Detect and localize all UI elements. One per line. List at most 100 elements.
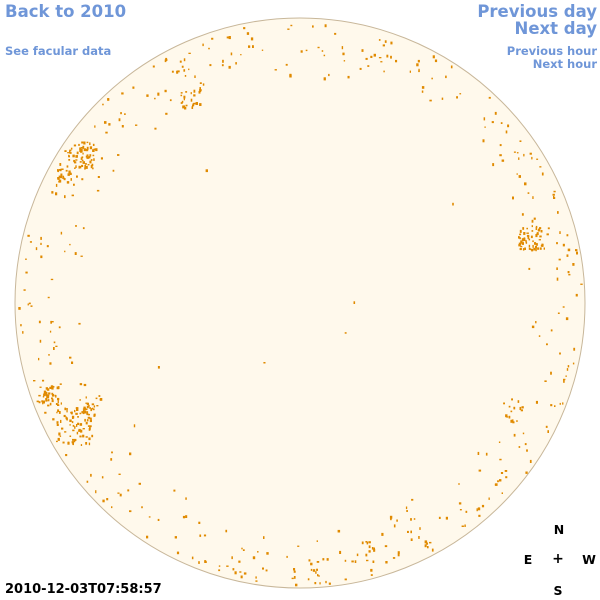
- facula-speck: [540, 230, 543, 233]
- facula-speck: [520, 245, 523, 248]
- facula-speck: [86, 156, 89, 159]
- facula-speck: [337, 529, 341, 533]
- facula-speck: [118, 473, 121, 475]
- facula-speck: [90, 408, 92, 412]
- facula-speck: [57, 386, 60, 390]
- facula-speck: [559, 231, 561, 234]
- facula-speck: [314, 582, 317, 585]
- facula-speck: [533, 247, 536, 251]
- facula-speck: [106, 498, 109, 501]
- facula-speck: [85, 396, 87, 399]
- facula-speck: [71, 421, 74, 424]
- facula-speck: [39, 339, 42, 343]
- facula-speck: [39, 386, 42, 388]
- facula-speck: [193, 89, 196, 93]
- facula-speck: [88, 404, 90, 407]
- previous-hour-link[interactable]: Previous hour: [506, 44, 597, 58]
- facula-speck: [91, 434, 94, 438]
- facula-speck: [532, 240, 534, 243]
- facula-speck: [540, 244, 543, 247]
- facula-speck: [30, 305, 33, 307]
- facula-speck: [445, 516, 448, 520]
- facula-speck: [79, 147, 82, 150]
- facula-speck: [72, 415, 74, 419]
- facula-speck: [81, 159, 84, 162]
- facula-speck: [323, 54, 326, 57]
- facula-speck: [525, 471, 528, 474]
- facula-speck: [526, 232, 529, 234]
- facula-speck: [365, 553, 368, 557]
- back-to-year-link[interactable]: Back to 2010: [5, 2, 127, 21]
- facula-speck: [274, 69, 277, 71]
- facula-speck: [51, 394, 55, 397]
- facula-speck: [68, 154, 70, 158]
- facula-speck: [393, 524, 396, 528]
- facula-speck: [188, 52, 191, 54]
- facula-speck: [519, 233, 522, 236]
- facula-speck: [56, 440, 58, 443]
- next-hour-link[interactable]: Next hour: [532, 57, 597, 71]
- facula-speck: [67, 152, 69, 154]
- facula-speck: [386, 54, 389, 58]
- facula-speck: [521, 213, 524, 216]
- facula-speck: [535, 400, 538, 404]
- facula-speck: [321, 50, 324, 52]
- facula-speck: [42, 379, 45, 382]
- facula-speck: [328, 582, 331, 585]
- facula-speck: [522, 432, 525, 435]
- facula-speck: [87, 164, 90, 166]
- facula-speck: [525, 241, 528, 244]
- facula-speck: [308, 559, 311, 562]
- facula-speck: [547, 227, 550, 230]
- facula-speck: [516, 152, 519, 154]
- facula-speck: [520, 409, 523, 412]
- previous-day-link[interactable]: Previous day: [477, 2, 597, 21]
- facula-speck: [438, 516, 441, 519]
- facula-speck: [513, 433, 516, 437]
- facula-speck: [575, 293, 578, 297]
- facula-speck: [541, 243, 543, 246]
- facula-speck: [248, 45, 251, 48]
- facula-speck: [482, 139, 485, 143]
- facula-speck: [535, 246, 537, 249]
- facula-speck: [458, 502, 462, 505]
- facula-speck: [191, 106, 194, 109]
- facula-speck: [68, 170, 71, 174]
- facula-speck: [70, 147, 73, 150]
- facula-speck: [312, 25, 314, 28]
- facula-speck: [556, 242, 558, 245]
- facula-speck: [516, 420, 518, 422]
- facula-speck: [407, 530, 409, 533]
- facula-speck: [505, 130, 508, 134]
- facula-speck: [101, 476, 104, 479]
- facula-speck: [546, 233, 549, 236]
- facula-speck: [59, 163, 62, 166]
- facula-speck: [199, 103, 202, 106]
- facula-speck: [226, 36, 229, 39]
- facula-speck: [525, 239, 527, 243]
- facula-speck: [90, 473, 92, 477]
- facula-speck: [86, 402, 89, 406]
- see-facular-data-link[interactable]: See facular data: [5, 44, 112, 58]
- facula-speck: [322, 558, 325, 561]
- facula-speck: [198, 521, 201, 524]
- facula-speck: [521, 242, 524, 245]
- next-day-link[interactable]: Next day: [514, 19, 597, 38]
- facula-speck: [45, 391, 48, 395]
- facula-speck: [102, 103, 104, 106]
- facula-speck: [370, 574, 373, 576]
- facula-speck: [75, 407, 79, 409]
- facula-speck: [232, 568, 235, 571]
- facula-speck: [518, 157, 520, 160]
- facula-speck: [566, 234, 569, 237]
- facula-speck: [552, 193, 555, 196]
- facula-speck: [513, 151, 516, 153]
- facula-speck: [45, 393, 48, 397]
- facula-speck: [478, 469, 482, 472]
- facula-speck: [535, 321, 537, 324]
- facula-speck: [431, 77, 433, 80]
- facula-speck: [38, 320, 41, 324]
- facula-speck: [179, 60, 182, 63]
- facula-speck: [87, 425, 91, 427]
- facula-speck: [565, 317, 569, 321]
